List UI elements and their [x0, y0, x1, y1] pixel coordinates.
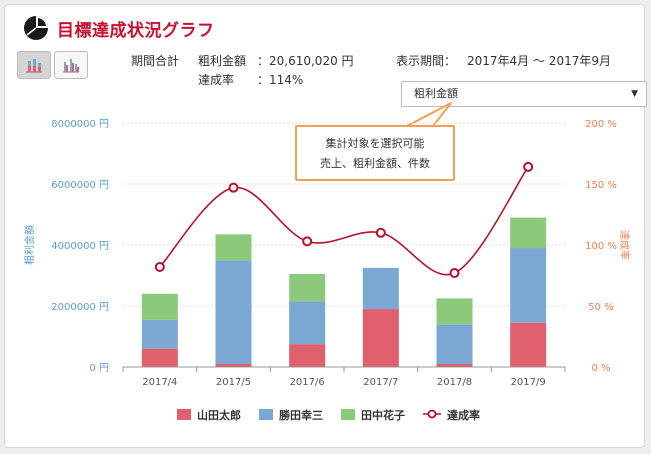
- x-tick-label: 2017/6: [290, 377, 325, 388]
- legend-line-marker: [427, 409, 437, 419]
- y-tick-label: 6000000 円: [51, 180, 109, 191]
- y-right-tick-label: 150 %: [585, 180, 617, 191]
- x-tick-label: 2017/9: [511, 377, 546, 388]
- y-axis-title: 粗利金額: [23, 225, 36, 265]
- rate-point: [302, 236, 313, 247]
- y-tick-label: 0 円: [89, 363, 109, 374]
- pie-chart-icon: [24, 16, 48, 40]
- metric-select[interactable]: 粗利金額 ▼: [401, 81, 647, 107]
- x-tick-label: 2017/5: [216, 377, 251, 388]
- rate-point: [228, 182, 239, 193]
- page-title: 目標達成状況グラフ: [57, 20, 215, 41]
- bar-katsuta: [510, 248, 547, 323]
- bar-series: [141, 217, 547, 367]
- bar-katsuta: [289, 301, 326, 345]
- metric-select-value: 粗利金額: [414, 87, 458, 100]
- y-tick-label: 2000000 円: [51, 302, 109, 313]
- display-period-label: 表示期間：: [396, 54, 457, 68]
- period-total-label: 期間合計: [131, 54, 180, 68]
- y-right-tick-label: 100 %: [585, 241, 617, 252]
- callout-tooltip: 集計対象を選択可能 売上、粗利金額、件数: [295, 125, 455, 181]
- bar-yamada: [362, 309, 399, 367]
- bar-yamada: [510, 322, 547, 367]
- grouped-bar-view-button[interactable]: [54, 51, 88, 79]
- y-tick-label: 4000000 円: [51, 241, 109, 252]
- bar-tanaka: [289, 273, 326, 302]
- bar-tanaka: [141, 293, 178, 320]
- bar-katsuta: [141, 319, 178, 349]
- callout-line-1: 集計対象を選択可能: [325, 137, 425, 150]
- rate-line: [159, 166, 529, 276]
- bar-yamada: [436, 363, 473, 367]
- bar-katsuta: [215, 260, 252, 364]
- stacked-bar-view-button[interactable]: [17, 51, 51, 79]
- bar-tanaka: [436, 298, 473, 325]
- gross-profit-label: 粗利金額: [198, 54, 247, 68]
- stacked-bar-chart-icon: [26, 59, 42, 73]
- rate-point: [375, 227, 386, 238]
- achievement-value: ：114%: [257, 73, 304, 87]
- bar-katsuta: [362, 267, 399, 310]
- rate-point: [449, 268, 460, 279]
- rate-point: [523, 161, 534, 172]
- y-right-tick-label: 200 %: [585, 119, 617, 130]
- gross-profit-value: ：20,610,020 円: [257, 54, 354, 68]
- x-tick-label: 2017/7: [363, 377, 398, 388]
- bar-tanaka: [510, 217, 547, 249]
- bar-katsuta: [436, 324, 473, 364]
- legend-label: 山田太郎: [197, 408, 241, 422]
- header: 目標達成状況グラフ: [23, 13, 215, 43]
- chart-area: 0 円 2000000 円 4000000 円 6000000 円 8000000 円 0…: [23, 119, 631, 422]
- chevron-down-icon: ▼: [631, 89, 638, 99]
- grid-lines: [123, 122, 565, 307]
- legend-label: 田中花子: [361, 408, 405, 422]
- achievement-label: 達成率: [198, 73, 235, 87]
- bar-yamada: [289, 344, 326, 367]
- bar-yamada: [141, 348, 178, 367]
- display-period-value: 2017年4月 ～ 2017年9月: [467, 54, 611, 68]
- bar-tanaka: [215, 234, 252, 261]
- legend-label: 達成率: [447, 408, 480, 422]
- callout-line-2: 売上、粗利金額、件数: [320, 157, 430, 170]
- bar-yamada: [215, 363, 252, 367]
- y-right-tick-label: 0 %: [591, 363, 610, 374]
- legend-label: 勝田幸三: [279, 408, 323, 422]
- rate-point: [154, 261, 165, 272]
- legend-swatch: [341, 409, 355, 420]
- chart-panel: 目標達成状況グラフ 期間合計 粗利金額 ：20,610,020 円 達成率 ：1…: [4, 4, 647, 448]
- y-right-tick-label: 50 %: [588, 302, 613, 313]
- legend-swatch: [259, 409, 273, 420]
- y-right-axis-title: 達成率: [618, 230, 631, 260]
- legend: 山田太郎 勝田幸三 田中花子 達成率: [177, 408, 480, 422]
- axes: 0 円 2000000 円 4000000 円 6000000 円 8000000 円 0…: [23, 119, 631, 388]
- line-series: [154, 161, 534, 279]
- x-tick-label: 2017/8: [437, 377, 472, 388]
- x-tick-label: 2017/4: [142, 377, 177, 388]
- y-tick-label: 8000000 円: [51, 119, 109, 130]
- grouped-bar-chart-icon: [63, 59, 79, 73]
- legend-swatch: [177, 409, 191, 420]
